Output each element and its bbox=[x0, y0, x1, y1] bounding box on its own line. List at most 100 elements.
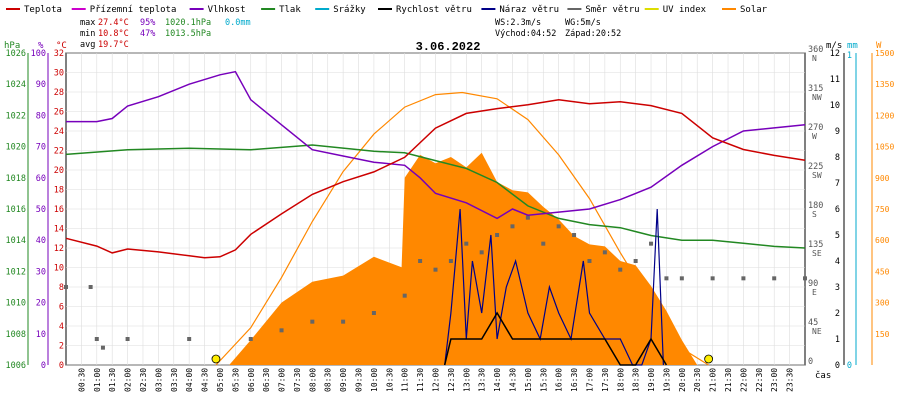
dir-tick-label: 360 bbox=[808, 45, 823, 55]
ms-tick-label: 2 bbox=[835, 309, 840, 319]
wind-direction-point bbox=[187, 337, 192, 341]
wind-direction-point bbox=[541, 241, 546, 246]
x-tick-label: 21:30 bbox=[724, 368, 733, 392]
legend-label: Vlhkost bbox=[208, 5, 246, 15]
x-tick-label: 01:00 bbox=[93, 368, 102, 392]
x-tick-label: 22:30 bbox=[755, 368, 764, 392]
stat-avg-label: avg bbox=[80, 40, 95, 50]
x-tick-label: 05:30 bbox=[231, 368, 240, 392]
c-tick-label: 8 bbox=[59, 283, 64, 293]
wind-direction-point bbox=[649, 241, 654, 246]
wind-direction-point bbox=[279, 328, 284, 333]
x-tick-label: 20:30 bbox=[693, 368, 702, 392]
x-tick-label: 13:30 bbox=[478, 368, 487, 392]
pct-tick-label: 10 bbox=[36, 330, 46, 340]
x-tick-label: 23:00 bbox=[770, 368, 779, 392]
hpa-tick-label: 1020 bbox=[6, 143, 26, 153]
wind-direction-point bbox=[772, 276, 777, 281]
x-tick-label: 04:30 bbox=[201, 368, 210, 392]
pct-tick-label: 50 bbox=[36, 205, 46, 215]
x-tick-label: 22:00 bbox=[739, 368, 748, 392]
chart-date: 3.06.2022 bbox=[416, 40, 481, 54]
w-tick-label: 150 bbox=[875, 330, 890, 339]
wind-direction-point bbox=[125, 337, 130, 341]
dir-compass-label: N bbox=[812, 54, 817, 63]
pct-tick-label: 20 bbox=[36, 299, 46, 309]
wind-direction-point bbox=[341, 319, 346, 324]
w-tick-label: 1200 bbox=[875, 111, 894, 120]
ms-tick-label: 6 bbox=[835, 205, 840, 215]
axis-units: hPa % °C m/s mm W čas bbox=[4, 41, 882, 381]
x-tick-label: 19:00 bbox=[647, 368, 656, 392]
hpa-tick-label: 1012 bbox=[6, 267, 26, 277]
stat-min-temp: 10.8°C bbox=[98, 29, 129, 39]
x-tick-label: 01:30 bbox=[108, 368, 117, 392]
mm-unit: mm bbox=[847, 41, 858, 51]
legend-label: Přízemní teplota bbox=[90, 5, 177, 15]
x-tick-label: 08:30 bbox=[324, 368, 333, 392]
series-tlak bbox=[65, 144, 806, 249]
x-tick-label: 05:00 bbox=[216, 368, 225, 392]
x-tick-label: 13:00 bbox=[462, 368, 471, 392]
dir-compass-label: SE bbox=[812, 249, 822, 258]
x-tick-label: 11:00 bbox=[401, 368, 410, 392]
ms-tick-label: 1 bbox=[835, 335, 840, 345]
x-tick-label: 02:30 bbox=[139, 368, 148, 392]
wind-direction-point bbox=[310, 319, 315, 324]
hpa-tick-label: 1008 bbox=[6, 330, 26, 340]
wind-direction-point bbox=[618, 267, 623, 272]
x-tick-label: 21:00 bbox=[709, 368, 718, 392]
x-tick-label: 19:30 bbox=[662, 368, 671, 392]
w-tick-label: 300 bbox=[875, 299, 890, 308]
c-tick-label: 20 bbox=[54, 166, 64, 176]
time-unit: čas bbox=[815, 370, 831, 381]
wind-direction-point bbox=[248, 337, 253, 341]
w-tick-label: 750 bbox=[875, 205, 890, 214]
x-tick-label: 00:30 bbox=[77, 368, 86, 392]
axes: 00:30 01:00 01:30 02:00 02:30 03:00 03:30 04:00… bbox=[6, 45, 895, 392]
mm-tick-label: 0 bbox=[847, 361, 852, 371]
wind-direction-point bbox=[556, 224, 561, 229]
stat-max-hum: 95% bbox=[140, 18, 155, 28]
stat-max-press: 1020.1hPa bbox=[165, 18, 211, 28]
stat-min-press: 1013.5hPa bbox=[165, 29, 211, 39]
wind-direction-point bbox=[433, 267, 438, 272]
x-tick-label: 08:00 bbox=[308, 368, 317, 392]
legend-label: Tlak bbox=[279, 5, 301, 15]
c-tick-label: 24 bbox=[54, 127, 64, 137]
x-tick-label: 23:30 bbox=[786, 368, 795, 392]
w-unit: W bbox=[876, 41, 882, 51]
c-tick-label: 10 bbox=[54, 264, 64, 274]
w-tick-label: 1350 bbox=[875, 80, 894, 89]
legend-label: Směr větru bbox=[585, 5, 639, 15]
legend-label: Teplota bbox=[24, 5, 62, 15]
stat-max-label: max bbox=[80, 18, 95, 28]
x-tick-label: 07:30 bbox=[293, 368, 302, 392]
c-tick-label: 6 bbox=[59, 303, 64, 313]
w-tick-label: 1050 bbox=[875, 143, 894, 152]
legend-label: UV index bbox=[663, 5, 707, 15]
hpa-tick-label: 1026 bbox=[6, 49, 26, 59]
x-tick-label: 10:00 bbox=[370, 368, 379, 392]
c-unit: °C bbox=[56, 41, 67, 51]
stat-min-label: min bbox=[80, 29, 95, 39]
c-tick-label: 16 bbox=[54, 205, 64, 215]
pct-tick-label: 60 bbox=[36, 174, 46, 184]
hpa-tick-label: 1016 bbox=[6, 205, 26, 215]
pct-tick-label: 40 bbox=[36, 236, 46, 246]
ms-tick-label: 11 bbox=[830, 75, 840, 85]
wind-direction-point bbox=[88, 285, 93, 289]
hpa-tick-label: 1014 bbox=[6, 236, 26, 246]
dir-tick-label: 45 bbox=[808, 318, 818, 328]
ms-tick-label: 8 bbox=[835, 153, 840, 163]
series-vlhkost bbox=[66, 70, 806, 220]
pct-tick-label: 100 bbox=[31, 49, 46, 59]
stat-max-rain: 0.0mm bbox=[225, 18, 251, 28]
pct-tick-label: 80 bbox=[36, 111, 46, 121]
c-tick-label: 18 bbox=[54, 186, 64, 196]
wind-direction-point bbox=[495, 233, 500, 237]
hpa-tick-label: 1018 bbox=[6, 174, 26, 184]
x-tick-label: 15:00 bbox=[524, 368, 533, 392]
c-tick-label: 26 bbox=[54, 108, 64, 118]
c-tick-label: 30 bbox=[54, 69, 64, 79]
